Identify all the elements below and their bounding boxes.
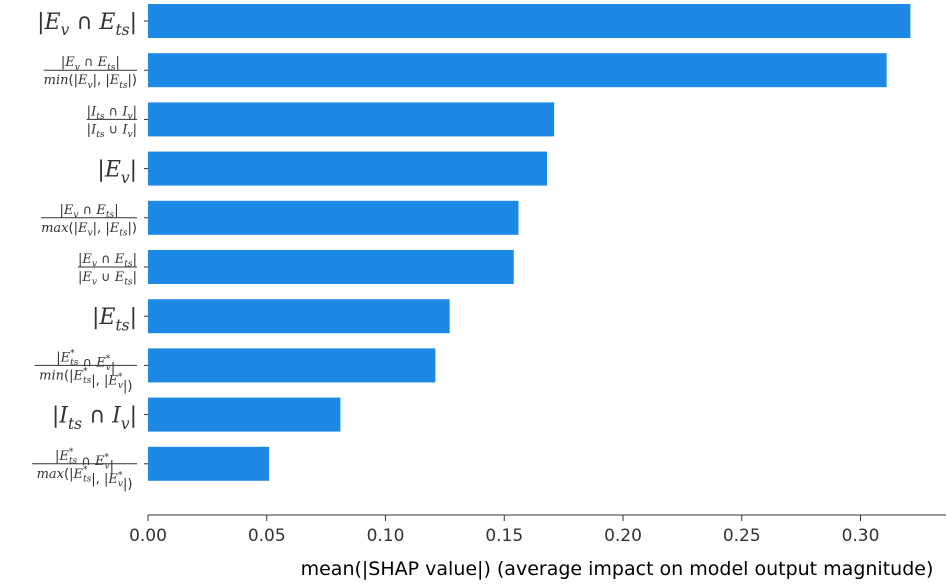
category-label: |Ev​ ∩ Ets​| [37, 10, 137, 39]
bar [148, 397, 341, 432]
x-tick-label: 0.30 [842, 526, 880, 546]
x-tick-label: 0.15 [485, 526, 523, 546]
category-label-denominator: max(|Ev​|, |Ets​|) [41, 221, 137, 239]
bar [148, 102, 555, 137]
x-tick-label: 0.20 [604, 526, 642, 546]
x-tick-label: 0.05 [248, 526, 286, 546]
category-label-numerator: |Its​ ∩ Iv​| [87, 104, 137, 122]
bar [148, 250, 514, 284]
category-label-numerator: |Ev​ ∩ Ets​| [60, 203, 119, 221]
category-label-denominator: min(|Ev​|, |Ets​|) [44, 73, 137, 91]
x-axis-title: mean(|SHAP value|) (average impact on mo… [301, 558, 934, 580]
x-tick-label: 0.10 [367, 526, 405, 546]
category-label-numerator: |Ev​ ∩ Ets​| [78, 252, 137, 270]
bar [148, 53, 887, 88]
category-label: |Its​ ∩ Iv​| [52, 404, 137, 433]
category-label-numerator: |Ev​ ∩ Ets​| [61, 55, 120, 73]
category-label-denominator: min(|E*ts​|, |E*v​|) [39, 367, 132, 394]
bar [148, 4, 911, 38]
category-label-numerator: |E*ts​ ∩ E*v​| [56, 349, 115, 376]
category-label-denominator: |Its​ ∪ Iv​| [87, 122, 137, 140]
bar [148, 348, 436, 383]
category-label-numerator: |E*ts​ ∩ E*v​| [55, 448, 114, 475]
bar [148, 299, 450, 334]
category-label: |Ets​| [92, 305, 137, 334]
category-label: |Ev​| [97, 158, 137, 187]
x-tick-label: 0.25 [723, 526, 761, 546]
bar [148, 446, 270, 481]
category-label-denominator: |Ev​ ∪ Ets​| [78, 270, 137, 288]
bar [148, 151, 547, 186]
x-tick-label: 0.00 [129, 526, 167, 546]
category-label-denominator: max(|E*ts​|, |E*v​|) [37, 466, 133, 493]
bar [148, 200, 519, 235]
